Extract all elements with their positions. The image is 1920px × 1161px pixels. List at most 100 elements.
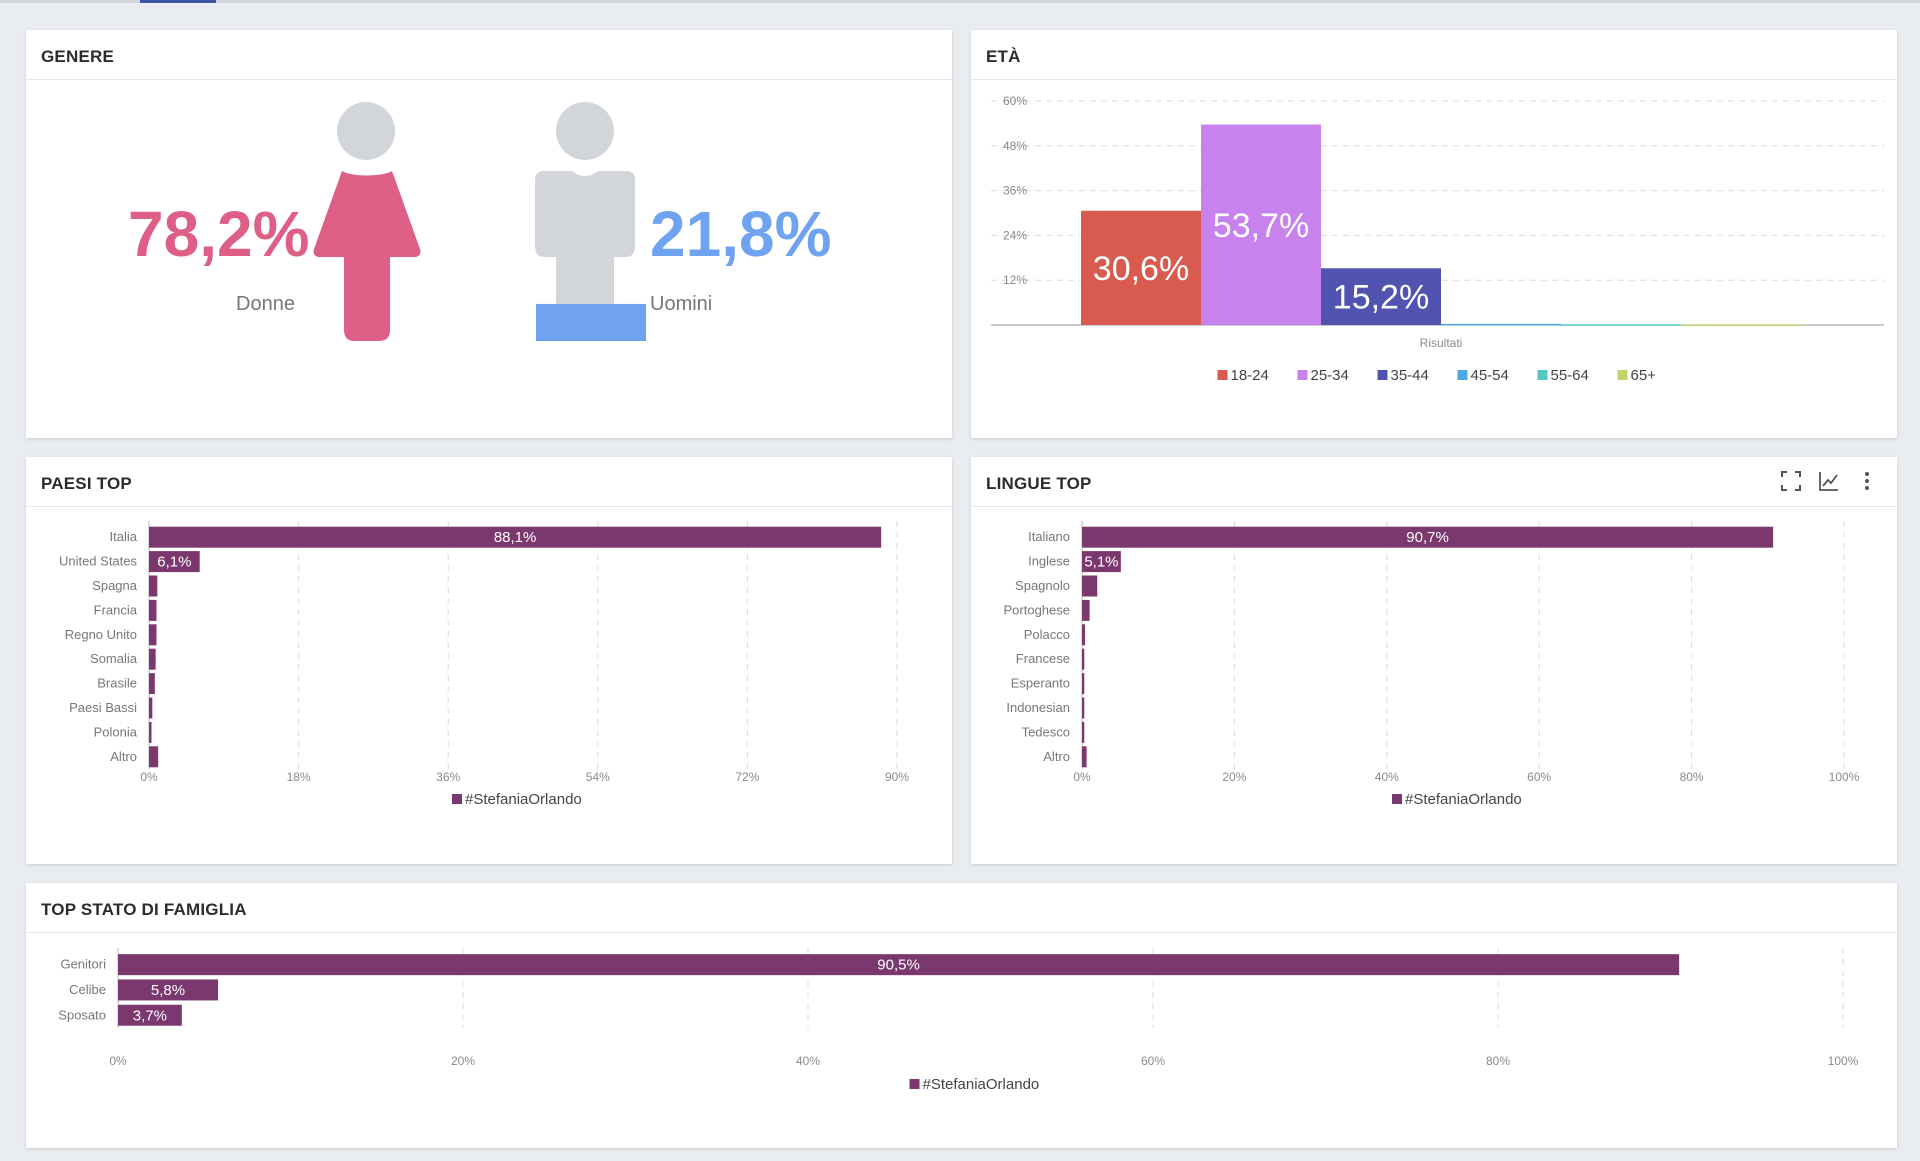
category-label: Sposato <box>58 1007 106 1022</box>
panel-famiglia: TOP STATO DI FAMIGLIA 0% 20% 40% 60% 80% 100%… <box>26 883 1897 1148</box>
active-tab-indicator[interactable] <box>140 0 216 3</box>
bar-polonia <box>149 721 152 743</box>
category-label: Celibe <box>69 982 106 997</box>
bar-tedesco <box>1082 721 1085 743</box>
data-label: 30,6% <box>1093 250 1189 288</box>
bar-genitori <box>118 954 1680 976</box>
y-tick-label: 48% <box>1003 139 1027 153</box>
countries-chart: 0% 18% 36% 54% 72% 90% Italia 88,1% United State… <box>26 508 952 864</box>
panel-title: ETÀ <box>986 47 1021 66</box>
bar-indonesian <box>1082 697 1085 719</box>
male-body-fill <box>536 303 646 341</box>
bar-brasile <box>149 673 155 695</box>
panel-title: PAESI TOP <box>41 474 132 493</box>
panel-header: TOP STATO DI FAMIGLIA <box>26 883 1897 933</box>
bar-polacco <box>1082 624 1086 646</box>
bar-portoghese <box>1082 599 1090 621</box>
bar-25-34 <box>1201 124 1321 325</box>
bar-regno-unito <box>149 624 157 646</box>
bar-inglese <box>1082 551 1121 573</box>
y-tick-label: 60% <box>1003 94 1027 108</box>
legend-label-45-54: 45-54 <box>1471 367 1509 384</box>
legend-swatch <box>909 1079 920 1089</box>
legend-swatch-45-54 <box>1457 370 1468 380</box>
panel-header: ETÀ <box>971 30 1897 80</box>
bar-sposato <box>118 1004 182 1026</box>
legend-swatch-35-44 <box>1377 370 1388 380</box>
panel-title: GENERE <box>41 47 114 66</box>
panel-title: LINGUE TOP <box>986 474 1092 493</box>
bar-francia <box>149 599 157 621</box>
category-label: Italiano <box>1028 529 1070 544</box>
line-chart-icon[interactable] <box>1817 469 1841 493</box>
panel-eta: ETÀ 12% 24% 36% 48% 60% 30,6% 53,7% 15,2% Risult… <box>971 30 1897 438</box>
x-tick-label: 20% <box>1222 770 1246 784</box>
data-label: 15,2% <box>1333 279 1429 317</box>
age-chart: 12% 24% 36% 48% 60% 30,6% 53,7% 15,2% Risultati 1… <box>971 81 1897 438</box>
panel-lingue-top: LINGUE TOP 0% 20% 40% 60% 80% 100% Italiano 90,… <box>971 457 1897 864</box>
data-label: 88,1% <box>494 529 537 546</box>
women-percentage: 78,2% <box>128 198 310 270</box>
x-tick-label: 80% <box>1486 1054 1510 1068</box>
x-tick-label: 0% <box>109 1054 127 1068</box>
x-tick-label: 40% <box>796 1054 820 1068</box>
category-label: Francia <box>94 602 138 617</box>
x-tick-label: 60% <box>1527 770 1551 784</box>
category-label: Indonesian <box>1006 700 1070 715</box>
category-label: Spagnolo <box>1015 578 1070 593</box>
male-head <box>556 102 614 160</box>
category-label: Inglese <box>1028 554 1070 569</box>
gender-chart: 78,2% Donne 21,8% Uomini <box>26 81 952 438</box>
x-tick-label: 100% <box>1829 770 1860 784</box>
family-status-chart: 0% 20% 40% 60% 80% 100% Genitori 90,5% Celibe 5,8… <box>26 934 1897 1148</box>
category-label: Altro <box>1043 749 1070 764</box>
bar-italiano <box>1082 526 1774 548</box>
male-figure-icon <box>535 102 646 341</box>
bar-paesi-bassi <box>149 697 153 719</box>
x-tick-label: 40% <box>1375 770 1399 784</box>
female-body <box>313 171 421 341</box>
legend-label-55-64: 55-64 <box>1551 367 1589 384</box>
data-label: 90,5% <box>877 957 920 974</box>
category-label: Tedesco <box>1022 724 1070 739</box>
bar-18-24 <box>1081 210 1201 325</box>
male-body-gray <box>535 171 635 341</box>
legend-swatch <box>1392 794 1402 804</box>
data-label: 53,7% <box>1213 207 1309 245</box>
category-label: Altro <box>110 749 137 764</box>
bar-esperanto <box>1082 673 1085 695</box>
men-label: Uomini <box>650 293 713 315</box>
data-label: 5,8% <box>151 982 185 999</box>
category-label: Somalia <box>90 651 138 666</box>
legend-swatch <box>452 794 462 804</box>
bar-francese <box>1082 648 1085 670</box>
legend-label-65+: 65+ <box>1631 367 1657 384</box>
bar-somalia <box>149 648 156 670</box>
legend-swatch-55-64 <box>1537 370 1548 380</box>
fullscreen-icon[interactable] <box>1779 469 1803 493</box>
legend-label-35-44: 35-44 <box>1391 367 1429 384</box>
bar-spagna <box>149 575 158 597</box>
women-label: Donne <box>236 293 295 315</box>
panel-header: LINGUE TOP <box>971 457 1897 507</box>
bar-altro <box>149 746 159 768</box>
panel-header: PAESI TOP <box>26 457 952 507</box>
category-label: Spagna <box>92 578 138 593</box>
x-tick-label: 72% <box>735 770 759 784</box>
data-label: 3,7% <box>133 1007 167 1024</box>
more-vertical-icon[interactable] <box>1855 469 1879 493</box>
legend-label-18-24: 18-24 <box>1231 367 1269 384</box>
category-label: Regno Unito <box>65 627 137 642</box>
x-tick-label: 0% <box>1073 770 1091 784</box>
x-tick-label: 60% <box>1141 1054 1165 1068</box>
category-label: United States <box>59 554 138 569</box>
x-tick-label: 0% <box>140 770 158 784</box>
legend-swatch-25-34 <box>1297 370 1308 380</box>
category-label: Italia <box>110 529 138 544</box>
x-axis-label: Risultati <box>1420 336 1463 350</box>
legend-swatch-65+ <box>1617 370 1628 380</box>
y-tick-label: 24% <box>1003 228 1027 242</box>
x-tick-label: 54% <box>586 770 610 784</box>
x-tick-label: 90% <box>885 770 909 784</box>
bar-celibe <box>118 979 219 1001</box>
